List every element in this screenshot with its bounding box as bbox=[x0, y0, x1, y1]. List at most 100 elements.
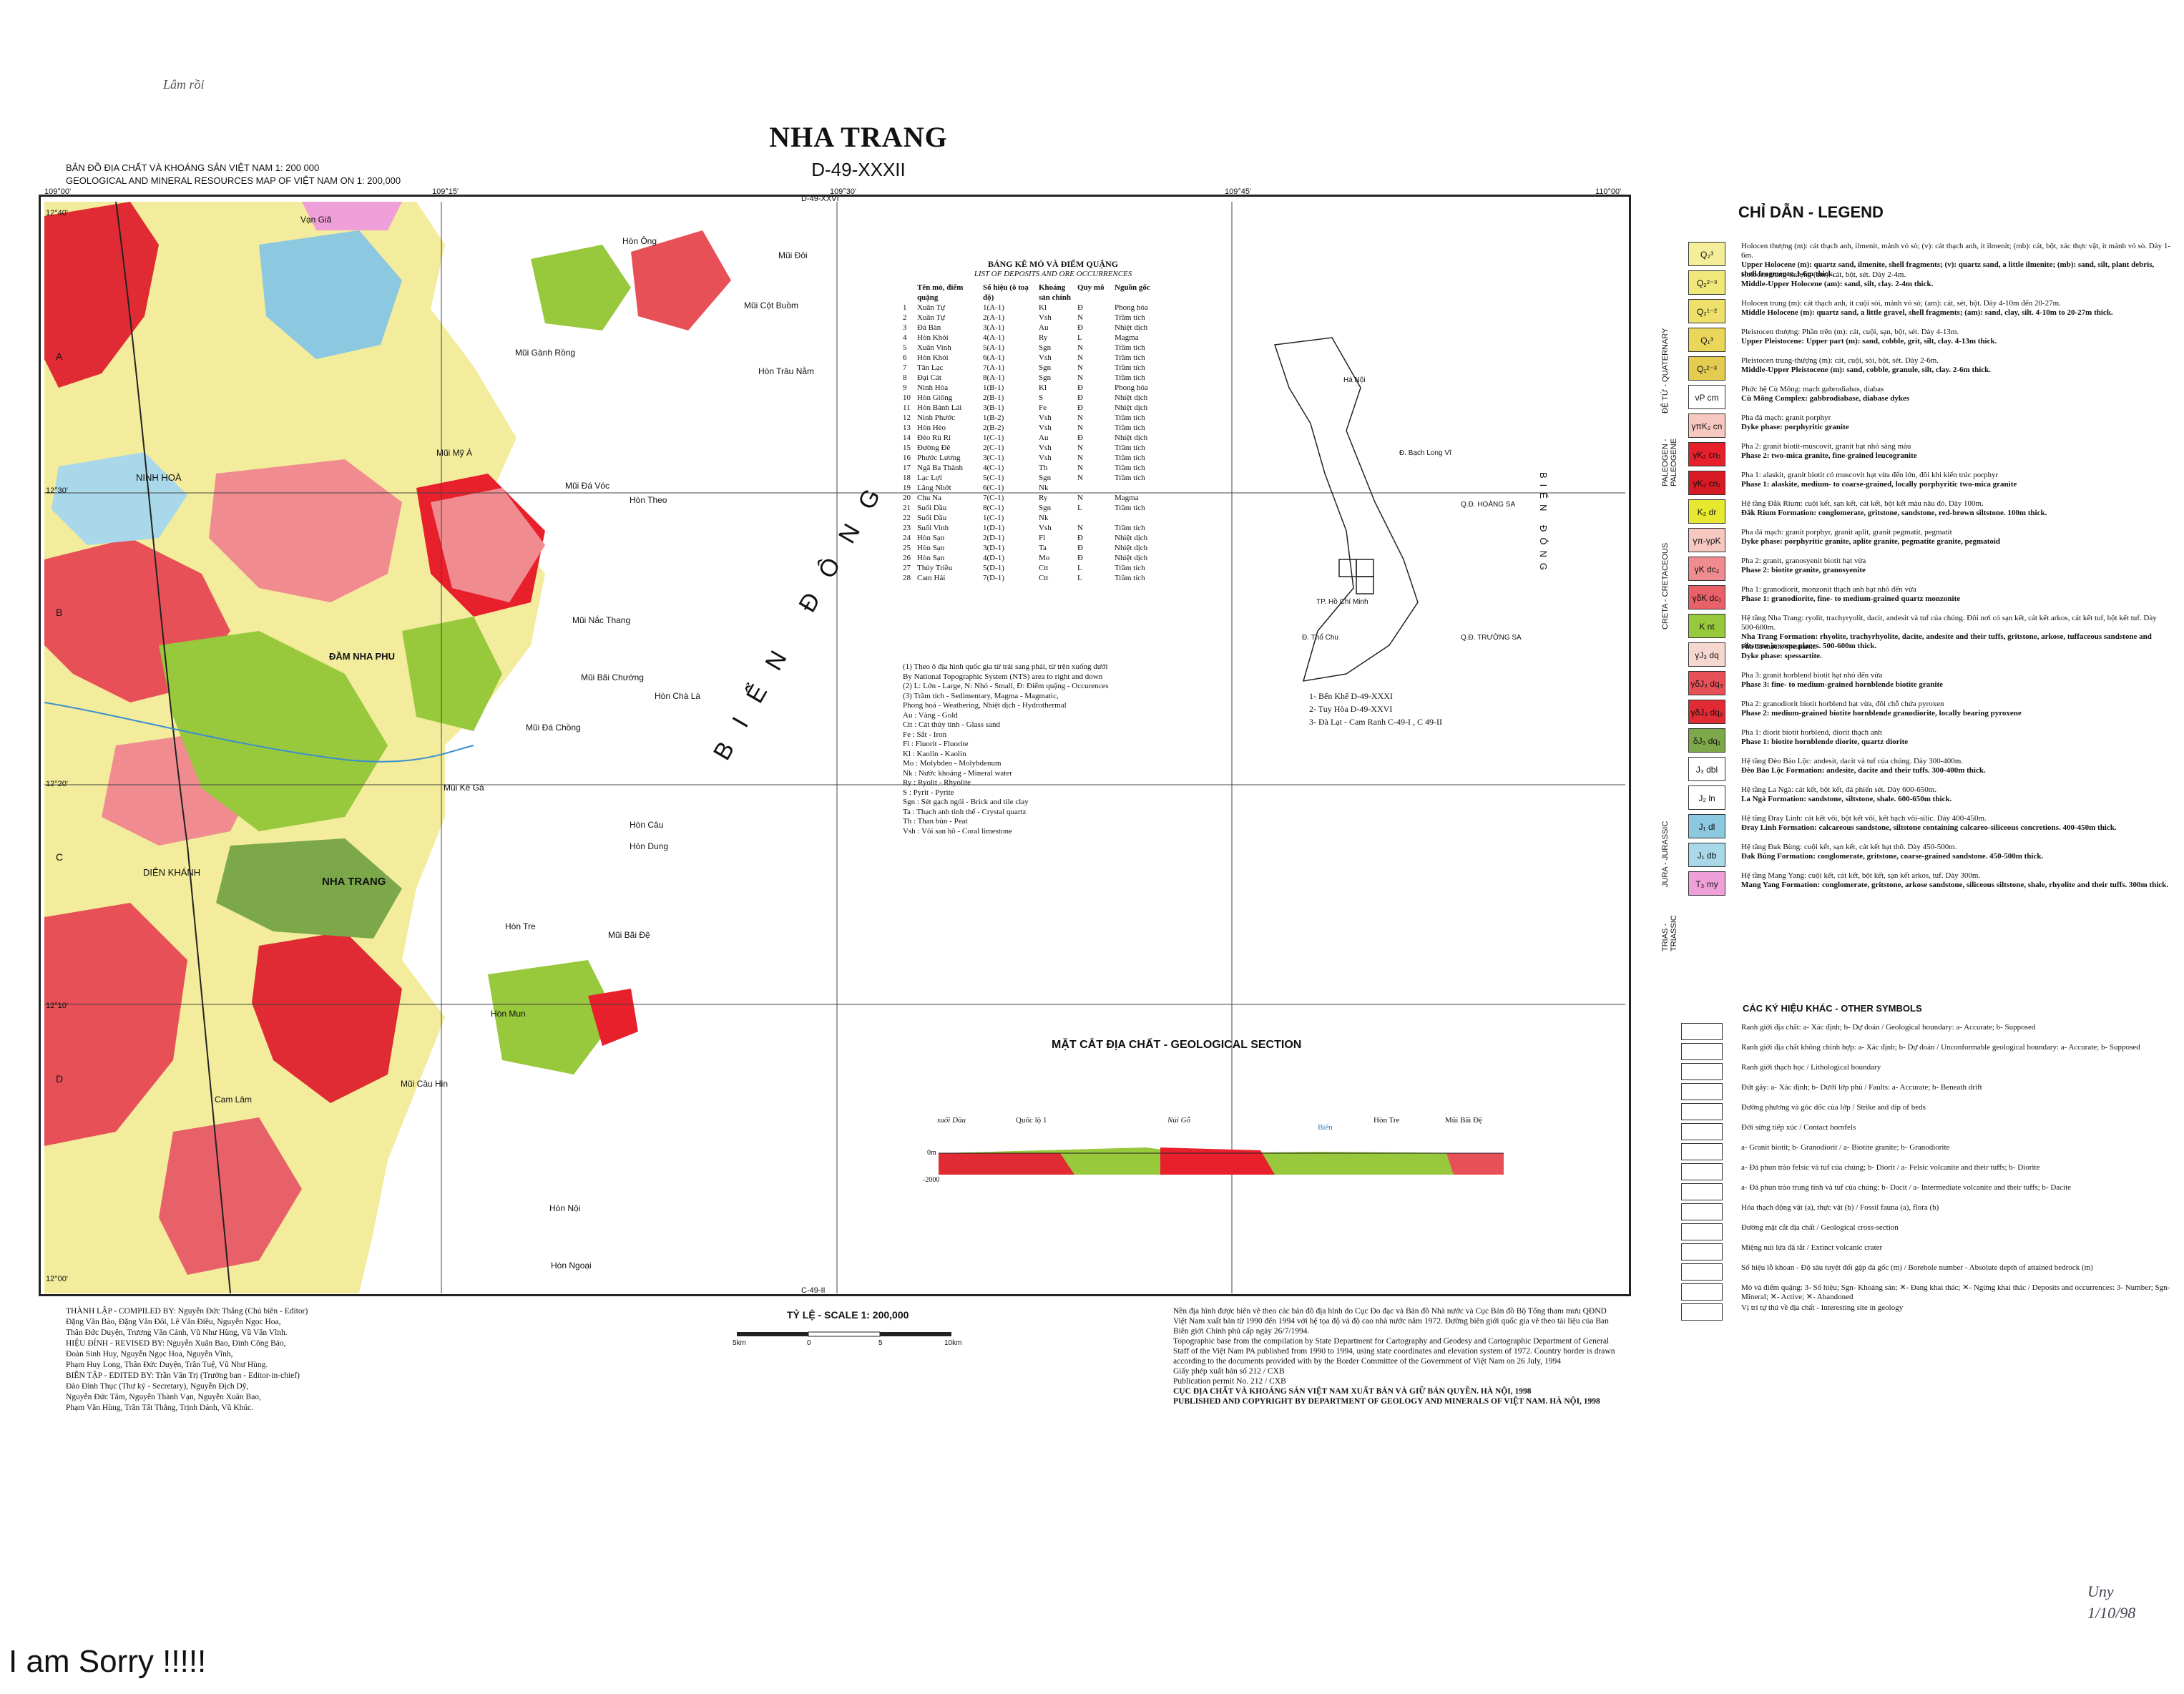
table-cell: Trầm tích bbox=[1115, 353, 1145, 362]
scale-tick: 5km bbox=[733, 1339, 746, 1347]
credit-line: Nguyễn Đức Tâm, Nguyễn Thành Vạn, Nguyễn… bbox=[66, 1393, 261, 1401]
place-label: Mũi Gành Rồng bbox=[515, 348, 576, 358]
table-cell: 4(D-1) bbox=[983, 554, 1004, 562]
table-cell: Lăng Nhớt bbox=[917, 484, 951, 492]
place-label: DIÊN KHÁNH bbox=[143, 867, 201, 878]
hon-tre-island bbox=[488, 960, 617, 1074]
legend-swatch: Q₁³ bbox=[1688, 328, 1725, 352]
legend-swatch: Q₁²⁻³ bbox=[1688, 356, 1725, 381]
table-cell: L bbox=[1077, 564, 1082, 572]
legend-swatch: δJ₃ dq₁ bbox=[1688, 728, 1725, 753]
symbol-description: Ranh giới thạch học / Lithological bound… bbox=[1741, 1063, 1881, 1072]
table-cell: Ninh Hòa bbox=[917, 383, 949, 392]
occurrence-table-title: BẢNG KÊ MỎ VÀ ĐIỂM QUẶNG bbox=[987, 259, 1119, 269]
legend-text-en: Middle-Upper Holocene (am): sand, silt, … bbox=[1741, 280, 1934, 288]
table-cell: Trầm tích bbox=[1115, 413, 1145, 422]
table-cell: 8 bbox=[903, 373, 907, 382]
place-label: Mũi Đôi bbox=[778, 250, 808, 260]
place-label: NHA TRANG bbox=[322, 876, 386, 888]
section-label: Hòn Tre bbox=[1373, 1116, 1400, 1125]
table-row: 4 Hòn Khói 4(A-1) Ry L Magma bbox=[903, 333, 1203, 343]
age-label: TRIAS - TRIASSIC bbox=[1661, 915, 1678, 951]
symbol-swatch bbox=[1681, 1203, 1723, 1220]
legend-text-en: Đèo Bảo Lộc Formation: andesite, dacite … bbox=[1741, 766, 1986, 775]
legend-title: CHỈ DẪN - LEGEND bbox=[1738, 203, 1884, 221]
note-line: Ry : Ryolit - Rhyolite bbox=[903, 778, 971, 787]
table-cell: N bbox=[1077, 494, 1083, 502]
legend-text-vn: Pha 1: diorit biotit horblend, diorit th… bbox=[1741, 728, 1882, 737]
credit-line: Thân Đức Duyện, Trương Văn Cảnh, Vũ Như … bbox=[66, 1328, 288, 1337]
table-row: 20 Chu Na 7(C-1) Ry N Magma bbox=[903, 493, 1203, 503]
section-label: Quốc lộ 1 bbox=[1016, 1116, 1047, 1125]
table-cell: Sgn bbox=[1039, 373, 1052, 382]
grid-row-label: B bbox=[56, 607, 63, 618]
legend-text-vn: Pha đá mạch: granit porphyr, granit apli… bbox=[1741, 528, 1952, 537]
dak-bung-formation bbox=[52, 452, 187, 545]
lon-label: 109°30' bbox=[830, 187, 857, 196]
mang-yang-formation bbox=[302, 202, 402, 230]
table-cell bbox=[1115, 483, 1165, 493]
table-cell: Đại Cát bbox=[917, 373, 941, 382]
symbol-description: Mỏ và điểm quặng: 3- Số hiệu; Sgn- Khoán… bbox=[1741, 1283, 2170, 1301]
table-cell: Hòn Sạn bbox=[917, 544, 945, 552]
granite-body bbox=[252, 931, 402, 1103]
table-row: 21 Suối Dầu 8(C-1) Sgn L Trầm tích bbox=[903, 503, 1203, 513]
table-cell: N bbox=[1077, 413, 1083, 422]
table-cell: Th bbox=[1039, 464, 1048, 472]
age-label: ĐỆ TỨ - QUATERNARY bbox=[1661, 328, 1670, 413]
table-cell: 24 bbox=[903, 534, 911, 542]
symbol-swatch bbox=[1681, 1063, 1723, 1080]
table-cell: Xuân Tự bbox=[917, 313, 946, 322]
nha-trang-volcanics bbox=[159, 631, 388, 831]
legend-text-en: Cù Mông Complex: gabbrodiabase, diabase … bbox=[1741, 394, 1910, 403]
legend-swatch: γδJ₃ dq₃ bbox=[1688, 671, 1725, 695]
table-cell: Đá Bàn bbox=[917, 323, 941, 332]
table-cell: 20 bbox=[903, 494, 911, 502]
table-cell: Sgn bbox=[1039, 474, 1052, 482]
legend-entry: Hệ tầng Đak Bùng: cuội kết, sạn kết, cát… bbox=[1741, 843, 2170, 861]
legend-entry: Pha 3: granit horblend biotit hạt nhỏ đế… bbox=[1741, 671, 2170, 690]
table-cell: Nk bbox=[1039, 484, 1049, 492]
legend-text-vn: Hệ tầng La Ngà: cát kết, bột kết, đá phi… bbox=[1741, 785, 1937, 794]
scale-tick: 5 bbox=[878, 1339, 883, 1347]
grid-row-label: A bbox=[56, 351, 63, 362]
symbol-description: a- Đá phun trào felsic và tuf của chúng;… bbox=[1741, 1163, 2040, 1172]
table-cell: Hòn Khói bbox=[917, 333, 949, 342]
symbol-description: Đường phương và góc dốc của lớp / Strike… bbox=[1741, 1103, 1926, 1112]
lon-label: 109°45' bbox=[1225, 187, 1252, 196]
table-cell: 2(D-1) bbox=[983, 534, 1004, 542]
place-label: Mũi Bãi Chướng bbox=[581, 672, 644, 682]
table-cell: Trầm tích bbox=[1115, 474, 1145, 482]
note-line: (3) Trầm tích - Sedimentary, Magma - Mag… bbox=[903, 691, 1059, 700]
note-line: Ctt : Cát thủy tinh - Glass sand bbox=[903, 720, 1000, 729]
table-cell: 4(C-1) bbox=[983, 464, 1004, 472]
note-line: Mo : Molybden - Molybdenum bbox=[903, 759, 1002, 768]
table-row: 14 Đèo Rù Rì 1(C-1) Au Đ Nhiệt dịch bbox=[903, 433, 1203, 443]
publication-line: Nền địa hình được biên vẽ theo các bản đ… bbox=[1173, 1307, 1609, 1336]
table-cell: N bbox=[1077, 524, 1083, 532]
scale-bar bbox=[737, 1331, 951, 1337]
table-row: 25 Hòn Sạn 3(D-1) Ta Đ Nhiệt dịch bbox=[903, 543, 1203, 553]
table-cell: 5(D-1) bbox=[983, 564, 1004, 572]
place-label: Mũi Kê Gà bbox=[444, 783, 484, 793]
table-cell: Trầm tích bbox=[1115, 444, 1145, 452]
table-cell: Trầm tích bbox=[1115, 313, 1145, 322]
table-row: 19 Lăng Nhớt 6(C-1) Nk bbox=[903, 483, 1203, 493]
series-title: BẢN ĐỒ ĐỊA CHẤT VÀ KHOÁNG SẢN VIỆT NAM 1… bbox=[66, 162, 401, 187]
inset-label: Đ. Bạch Long Vĩ bbox=[1399, 449, 1451, 457]
table-cell: Hòn Hèo bbox=[917, 424, 946, 432]
adjacent-sheets: 1- Bến Khế D-49-XXXI 2- Tuy Hòa D-49-XXV… bbox=[1309, 691, 1442, 727]
place-label: Vạn Giã bbox=[300, 215, 332, 225]
occurrence-table-body: 1 Xuân Tự 1(A-1) Kl Đ Phong hóa 2 Xuân Tự 2(A-1)… bbox=[903, 303, 1203, 583]
table-cell: Trầm tích bbox=[1115, 373, 1145, 382]
note-line: Vsh : Vôi san hô - Coral limestone bbox=[903, 826, 1012, 836]
table-cell: Nhiệt dịch bbox=[1115, 393, 1148, 402]
inset-label: Q.Đ. HOÀNG SA bbox=[1461, 501, 1516, 509]
table-cell: Trầm tích bbox=[1115, 564, 1145, 572]
credit-line: Đào Đình Thục (Thư ký - Secretary), Nguy… bbox=[66, 1382, 249, 1391]
table-cell: Vsh bbox=[1039, 353, 1052, 362]
legend-text-en: Phase 1: granodiorite, fine- to medium-g… bbox=[1741, 594, 1961, 603]
table-cell: 7(D-1) bbox=[983, 574, 1004, 582]
inset-label: TP. Hồ Chí Minh bbox=[1316, 598, 1368, 606]
legend-swatch: Q₂³ bbox=[1688, 242, 1725, 266]
